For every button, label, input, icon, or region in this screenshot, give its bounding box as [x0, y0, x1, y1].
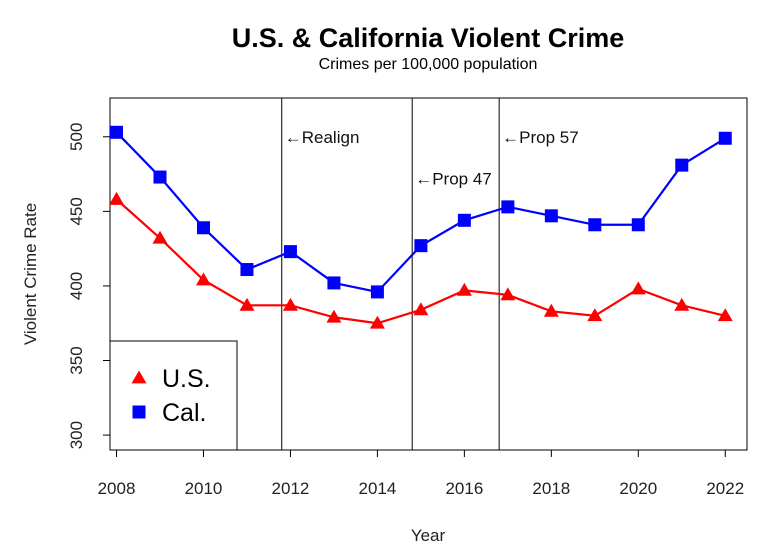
point-cal [414, 239, 427, 252]
x-axis-label: Year [411, 526, 446, 545]
x-tick-label: 2012 [272, 479, 310, 498]
x-tick-label: 2020 [619, 479, 657, 498]
legend: U.S. Cal. [110, 341, 237, 450]
policy-lines: ←Realign ←Prop 47 ←Prop 57 [282, 98, 579, 450]
point-cal [675, 159, 688, 172]
point-cal [197, 221, 210, 234]
x-tick-label: 2010 [185, 479, 223, 498]
y-tick-label: 450 [67, 197, 86, 225]
y-tick-label: 400 [67, 272, 86, 300]
point-cal [154, 171, 167, 184]
x-tick-label: 2008 [98, 479, 136, 498]
point-cal [545, 209, 558, 222]
x-tick-label: 2018 [532, 479, 570, 498]
legend-label-cal: Cal. [162, 399, 206, 427]
x-axis: 2008 2010 2012 2014 2016 2018 2020 2022 [98, 450, 745, 498]
chart-title: U.S. & California Violent Crime [232, 23, 625, 53]
y-axis: 300 350 400 450 500 [67, 123, 110, 450]
x-tick-label: 2016 [445, 479, 483, 498]
point-cal [327, 276, 340, 289]
policy-annotation: ←Prop 57 [502, 128, 579, 147]
data-series [109, 126, 733, 329]
point-cal [284, 245, 297, 258]
y-tick-label: 500 [67, 123, 86, 151]
y-tick-label: 300 [67, 421, 86, 449]
point-cal [719, 132, 732, 145]
point-us [457, 283, 472, 296]
point-cal [458, 214, 471, 227]
legend-label-us: U.S. [162, 365, 211, 393]
legend-box [110, 341, 237, 450]
point-us [413, 302, 428, 315]
point-cal [632, 218, 645, 231]
legend-marker-cal [133, 406, 146, 419]
y-tick-label: 350 [67, 346, 86, 374]
point-cal [588, 218, 601, 231]
point-cal [240, 263, 253, 276]
series-line-cal [117, 132, 726, 292]
point-cal [110, 126, 123, 139]
point-cal [501, 200, 514, 213]
x-tick-label: 2014 [358, 479, 396, 498]
point-cal [371, 285, 384, 298]
x-tick-label: 2022 [706, 479, 744, 498]
violent-crime-chart: U.S. & California Violent Crime Crimes p… [0, 0, 771, 552]
point-us [109, 192, 124, 205]
policy-annotation: ←Prop 47 [415, 170, 492, 189]
y-axis-label: Violent Crime Rate [21, 203, 40, 345]
policy-annotation: ←Realign [285, 128, 360, 147]
point-us [631, 281, 646, 294]
chart-subtitle: Crimes per 100,000 population [319, 56, 538, 73]
